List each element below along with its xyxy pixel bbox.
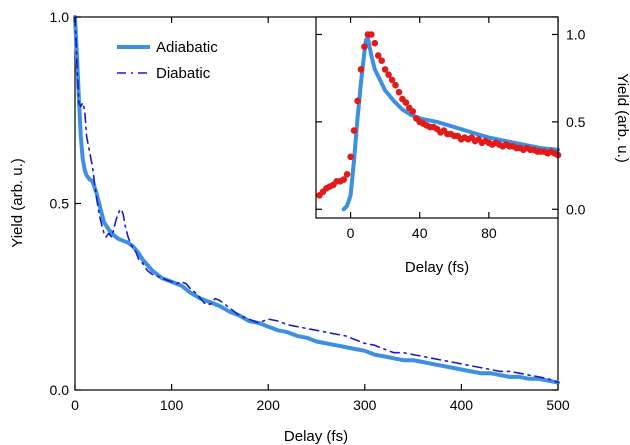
- x-tick-label: 300: [353, 397, 377, 413]
- inset-data-point: [371, 39, 379, 47]
- inset-x-tick-label: 0: [347, 225, 355, 241]
- inset-data-point: [343, 171, 351, 178]
- x-tick-label: 0: [71, 397, 79, 413]
- series-line-diabatic: [74, 16, 559, 384]
- inset-data-point: [381, 66, 389, 73]
- inset-y-axis-label: Yield (arb. u.): [614, 73, 630, 162]
- inset-data-point: [395, 88, 403, 96]
- inset-plot: 0 40 80 0.0 0.5 1.0 Delay (fs) Yield (arb. u.…: [315, 16, 630, 276]
- main-series-group: [73, 15, 560, 385]
- inset-y-tick-label: 1.0: [566, 26, 586, 42]
- inset-data-point: [347, 153, 354, 161]
- x-tick-label: 100: [160, 397, 184, 413]
- inset-data-point: [350, 127, 358, 134]
- inset-data-point: [409, 108, 417, 115]
- inset-data-point: [402, 99, 410, 106]
- inset-data-point: [368, 31, 375, 38]
- y-tick-label: 1.0: [50, 9, 70, 25]
- main-y-axis-label: Yield (arb. u.): [9, 158, 26, 247]
- legend: Adiabatic Diabatic: [117, 39, 218, 82]
- inset-data-point: [374, 52, 382, 59]
- inset-y-tick-label: 0.5: [566, 114, 586, 130]
- inset-series-line-0: [341, 36, 560, 212]
- x-tick-label: 200: [257, 397, 281, 413]
- legend-label-adiabatic: Adiabatic: [156, 39, 218, 56]
- inset-data-point: [378, 57, 386, 64]
- inset-data-point: [392, 81, 399, 89]
- y-tick-label: 0.5: [50, 196, 70, 212]
- inset-series-group: [316, 31, 562, 212]
- inset-ticks-group: 0 40 80 0.0 0.5 1.0: [316, 17, 586, 241]
- inset-data-point: [361, 43, 368, 50]
- inset-data-point: [340, 176, 348, 183]
- inset-x-axis-label: Delay (fs): [405, 259, 469, 276]
- inset-y-tick-label: 0.0: [566, 201, 586, 217]
- x-tick-label: 500: [546, 397, 570, 413]
- x-tick-label: 400: [450, 397, 474, 413]
- inset-x-tick-label: 80: [481, 225, 497, 241]
- inset-data-point: [385, 71, 392, 78]
- inset-x-tick-label: 40: [412, 225, 428, 241]
- inset-data-point: [354, 97, 361, 105]
- legend-label-diabatic: Diabatic: [156, 65, 211, 82]
- inset-plot-frame: [315, 16, 559, 219]
- inset-data-point: [357, 66, 365, 73]
- y-tick-label: 0.0: [50, 382, 70, 398]
- main-x-axis-label: Delay (fs): [284, 428, 348, 445]
- inset-data-point: [388, 76, 396, 84]
